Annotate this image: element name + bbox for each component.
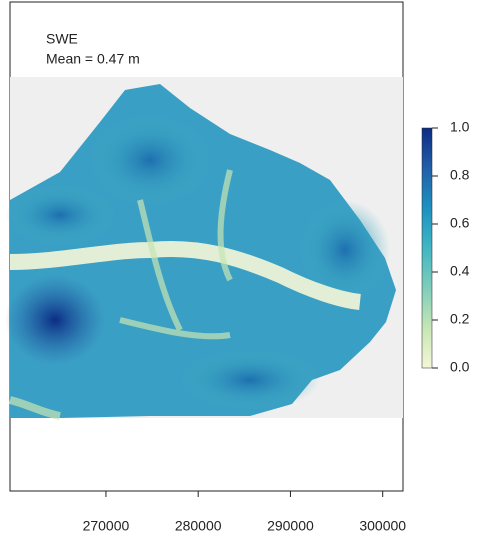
- colorbar: [421, 127, 433, 369]
- basin: [5, 84, 396, 420]
- colorbar-tick-label: 0.2: [450, 311, 470, 327]
- colorbar-tick-label: 0.4: [450, 263, 470, 279]
- colorbar-tick-label: 1.0: [450, 119, 470, 135]
- colorbar-tick-label: 0.8: [450, 167, 470, 183]
- x-tick-label: 280000: [175, 518, 222, 534]
- map-title: SWE: [46, 31, 78, 47]
- annotation: Mean = 0.47 m: [46, 51, 140, 67]
- colorbar-tick-label: 0.0: [450, 359, 470, 375]
- colorbar-tick-label: 0.6: [450, 215, 470, 231]
- x-tick-label: 270000: [83, 518, 130, 534]
- x-tick-label: 290000: [267, 518, 314, 534]
- x-tick-label: 300000: [359, 518, 406, 534]
